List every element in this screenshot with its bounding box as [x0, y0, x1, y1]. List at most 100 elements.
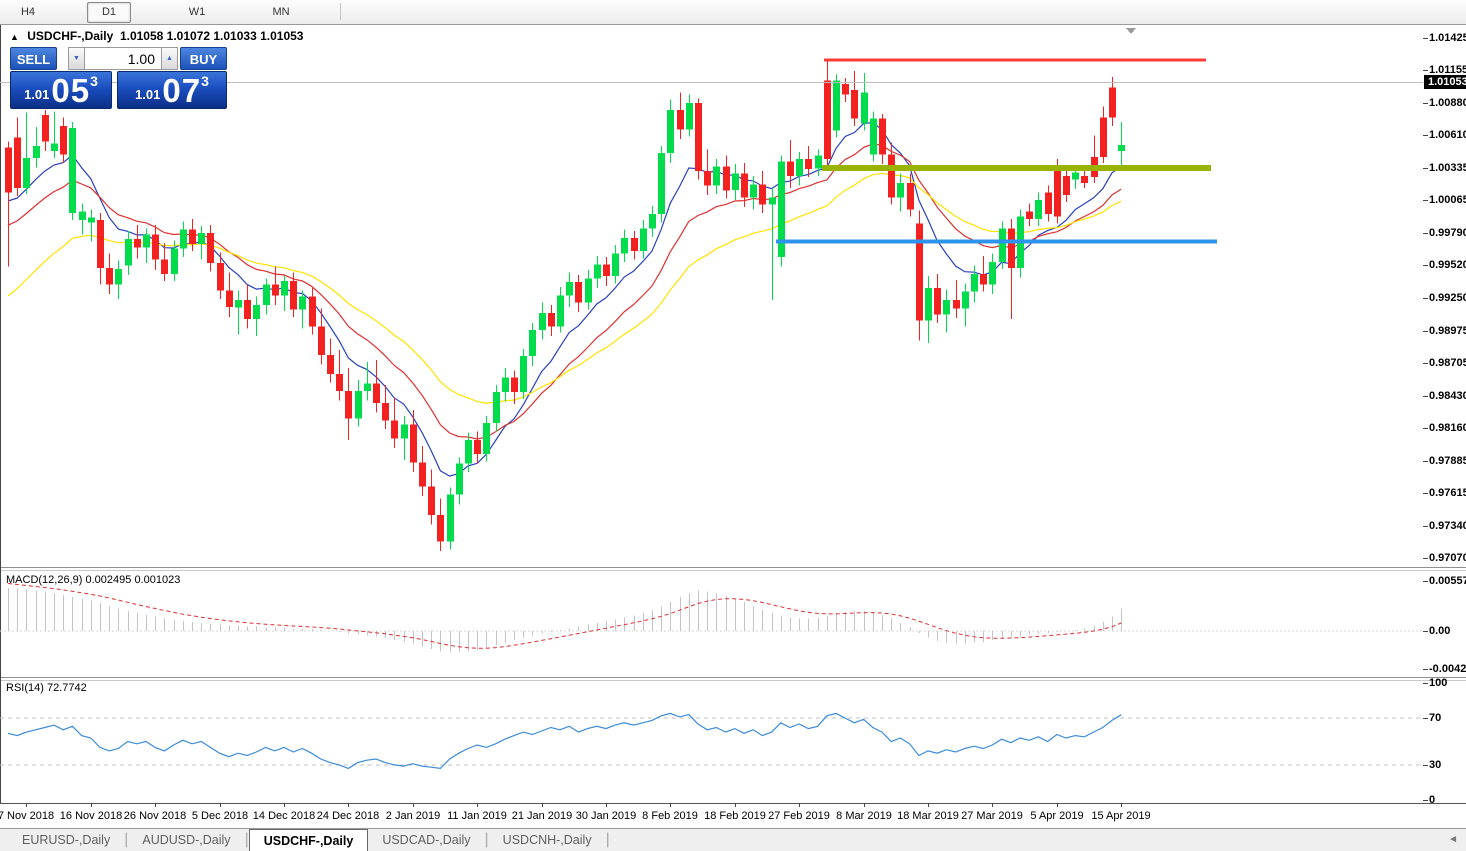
ma-fast-line[interactable]: [7, 121, 1122, 477]
candle-body[interactable]: [79, 211, 86, 221]
candle-body[interactable]: [97, 220, 104, 268]
candle-body[interactable]: [483, 423, 490, 455]
candle-body[interactable]: [364, 383, 371, 391]
macd-signal-line[interactable]: [7, 583, 1122, 649]
candle-body[interactable]: [382, 402, 389, 421]
candle-body[interactable]: [888, 154, 895, 198]
candle-body[interactable]: [548, 313, 555, 327]
collapse-panel-icon[interactable]: ▲: [10, 32, 19, 42]
candle-body[interactable]: [842, 84, 849, 95]
candle-body[interactable]: [980, 273, 987, 285]
price-chart-plot[interactable]: [0, 25, 1423, 567]
timeframe-button-w1[interactable]: W1: [188, 6, 206, 18]
candle-body[interactable]: [207, 233, 214, 264]
candle-body[interactable]: [51, 143, 58, 151]
volume-increase-button[interactable]: ▲: [161, 47, 178, 70]
candle-body[interactable]: [391, 420, 398, 439]
buy-button[interactable]: BUY: [180, 47, 227, 70]
candle-body[interactable]: [943, 300, 950, 315]
candle-body[interactable]: [741, 173, 748, 198]
candle-body[interactable]: [401, 424, 408, 439]
candle-body[interactable]: [336, 374, 343, 391]
candle-body[interactable]: [355, 390, 362, 419]
olive-level-line[interactable]: [822, 165, 1211, 172]
candle-body[interactable]: [686, 103, 693, 130]
candle-body[interactable]: [916, 223, 923, 321]
candle-body[interactable]: [299, 296, 306, 310]
timeframe-button-h4[interactable]: H4: [20, 6, 36, 18]
candle-body[interactable]: [575, 282, 582, 303]
candle-body[interactable]: [732, 173, 739, 191]
candle-body[interactable]: [815, 155, 822, 169]
volume-input[interactable]: [85, 47, 161, 70]
candle-body[interactable]: [529, 329, 536, 357]
candle-body[interactable]: [226, 290, 233, 308]
sell-button[interactable]: SELL: [10, 47, 57, 70]
candle-body[interactable]: [824, 80, 831, 160]
candle-body[interactable]: [161, 259, 168, 274]
candle-body[interactable]: [934, 288, 941, 315]
candle-body[interactable]: [14, 137, 21, 188]
candle-body[interactable]: [134, 239, 141, 248]
candle-body[interactable]: [235, 300, 242, 308]
candle-body[interactable]: [971, 273, 978, 292]
candle-body[interactable]: [585, 278, 592, 303]
chart-tab-eurusd[interactable]: EURUSD-,Daily: [22, 833, 111, 847]
candle-body[interactable]: [125, 239, 132, 266]
candle-body[interactable]: [373, 383, 380, 403]
candle-body[interactable]: [1008, 228, 1015, 268]
candle-body[interactable]: [1026, 211, 1033, 219]
candle-body[interactable]: [796, 159, 803, 176]
panel-divider[interactable]: [0, 677, 1466, 678]
candle-body[interactable]: [502, 377, 509, 392]
candle-body[interactable]: [272, 284, 279, 296]
candle-body[interactable]: [594, 264, 601, 279]
candle-body[interactable]: [805, 159, 812, 169]
candle-body[interactable]: [189, 229, 196, 244]
candle-body[interactable]: [989, 261, 996, 285]
candle-body[interactable]: [419, 462, 426, 487]
candle-body[interactable]: [1081, 175, 1088, 184]
candle-body[interactable]: [778, 161, 785, 258]
candle-body[interactable]: [539, 313, 546, 330]
candle-body[interactable]: [861, 92, 868, 124]
candle-body[interactable]: [1118, 144, 1125, 151]
candle-body[interactable]: [925, 288, 932, 321]
candle-body[interactable]: [465, 439, 472, 464]
candle-body[interactable]: [879, 118, 886, 155]
candle-body[interactable]: [115, 269, 122, 285]
candle-body[interactable]: [658, 153, 665, 215]
sell-price-button[interactable]: 1.01 05 3: [10, 71, 112, 109]
candle-body[interactable]: [474, 439, 481, 455]
candle-body[interactable]: [217, 263, 224, 291]
candle-body[interactable]: [345, 390, 352, 419]
candle-body[interactable]: [60, 125, 67, 155]
candle-body[interactable]: [640, 228, 647, 252]
timeframe-button-d1[interactable]: D1: [87, 2, 131, 23]
candle-body[interactable]: [447, 494, 454, 542]
candle-body[interactable]: [649, 214, 656, 229]
candle-body[interactable]: [953, 300, 960, 309]
chart-tab-audusd[interactable]: AUDUSD-,Daily: [142, 833, 231, 847]
candle-body[interactable]: [428, 486, 435, 515]
candle-body[interactable]: [759, 184, 766, 205]
chart-tab-usdcnh[interactable]: USDCNH-,Daily: [502, 833, 592, 847]
candle-body[interactable]: [750, 184, 757, 198]
candle-body[interactable]: [171, 248, 178, 274]
candle-body[interactable]: [88, 217, 95, 223]
candle-body[interactable]: [566, 282, 573, 296]
candle-body[interactable]: [318, 326, 325, 356]
candle-body[interactable]: [143, 234, 150, 248]
candle-body[interactable]: [23, 158, 30, 188]
candle-body[interactable]: [180, 229, 187, 249]
candle-body[interactable]: [677, 110, 684, 130]
chart-tab-usdcad[interactable]: USDCAD-,Daily: [382, 833, 471, 847]
candle-body[interactable]: [612, 253, 619, 277]
candle-body[interactable]: [1072, 172, 1079, 180]
candle-body[interactable]: [695, 103, 702, 172]
candle-body[interactable]: [704, 171, 711, 186]
candle-body[interactable]: [769, 197, 776, 205]
buy-price-button[interactable]: 1.01 07 3: [117, 71, 227, 109]
candle-body[interactable]: [33, 146, 40, 158]
chart-tab-usdchf[interactable]: USDCHF-,Daily: [248, 829, 369, 851]
